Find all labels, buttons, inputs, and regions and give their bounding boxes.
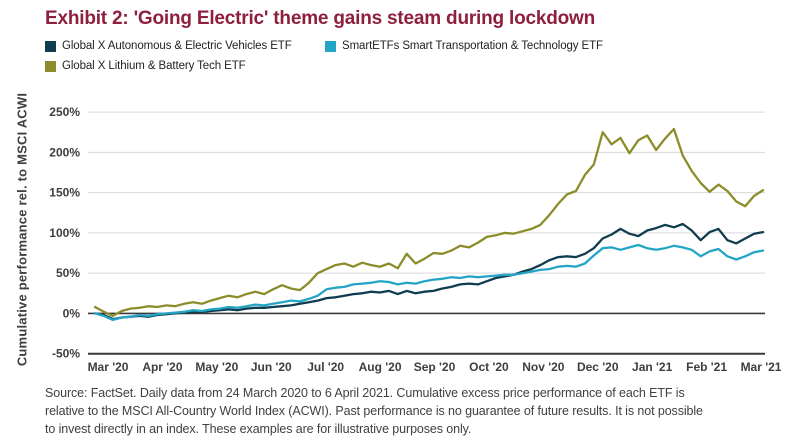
source-note: Source: FactSet. Daily data from 24 Marc…	[45, 385, 770, 438]
y-tick-label: 50%	[56, 266, 80, 280]
x-tick-label: Nov '20	[522, 360, 565, 374]
x-tick-label: Mar '20	[88, 360, 129, 374]
legend-swatch-olive-icon	[45, 60, 56, 72]
legend-swatch-navy-icon	[45, 40, 56, 52]
series-line	[93, 127, 765, 318]
x-tick-label: Jan '21	[632, 360, 673, 374]
y-tick-label: 250%	[49, 105, 80, 119]
x-tick-label: May '20	[195, 360, 238, 374]
source-line: relative to the MSCI All-Country World I…	[45, 403, 703, 418]
series-line	[93, 243, 765, 322]
exhibit-title: Exhibit 2: 'Going Electric' theme gains …	[45, 8, 596, 29]
legend-label: SmartETFs Smart Transportation & Technol…	[342, 40, 603, 52]
x-tick-label: Jun '20	[251, 360, 292, 374]
x-tick-label: Jul '20	[307, 360, 344, 374]
legend-label: Global X Autonomous & Electric Vehicles …	[62, 40, 292, 52]
source-line: to invest directly in an index. These ex…	[45, 421, 472, 436]
x-tick-label: Dec '20	[577, 360, 619, 374]
y-tick-label: 100%	[49, 226, 80, 240]
x-tick-label: Aug '20	[359, 360, 402, 374]
x-tick-label: Sep '20	[414, 360, 456, 374]
x-tick-label: Mar '21	[741, 360, 782, 374]
legend-item-smart-transportation: SmartETFs Smart Transportation & Technol…	[325, 39, 603, 53]
y-tick-label: 200%	[49, 145, 80, 159]
legend-item-autonomous-ev: Global X Autonomous & Electric Vehicles …	[45, 39, 292, 53]
legend-item-lithium-battery: Global X Lithium & Battery Tech ETF	[45, 59, 246, 73]
source-line: Source: FactSet. Daily data from 24 Marc…	[45, 386, 685, 400]
legend-swatch-cyan-icon	[325, 40, 336, 52]
x-tick-label: Apr '20	[142, 360, 183, 374]
series-line	[93, 222, 765, 321]
x-tick-label: Oct '20	[469, 360, 509, 374]
y-tick-label: 150%	[49, 186, 80, 200]
y-tick-label: -50%	[52, 347, 80, 361]
legend-label: Global X Lithium & Battery Tech ETF	[62, 60, 246, 72]
y-tick-label: 0%	[63, 306, 81, 320]
x-tick-label: Feb '21	[686, 360, 727, 374]
